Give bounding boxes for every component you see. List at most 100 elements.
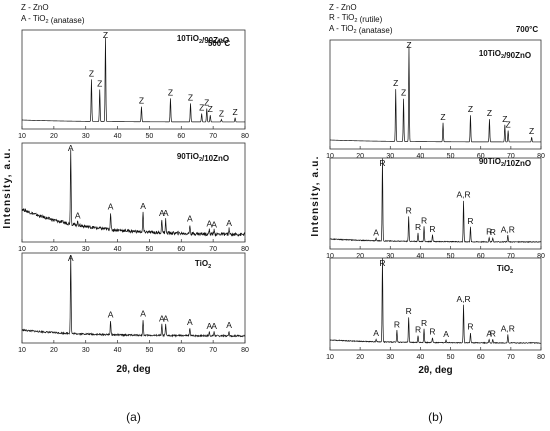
- left-panel-3-tick-label-10: 10: [18, 347, 26, 354]
- left-series-3-peak-label-8: A: [211, 321, 217, 331]
- right-series-1-peak-label-8: Z: [506, 120, 511, 130]
- right-series-3-peak-label-1: A: [373, 328, 379, 338]
- left-series-2-peak-label-2: A: [75, 210, 81, 220]
- right-series-2-peak-label-7: A,R: [456, 190, 470, 200]
- right-series-3-peak-label-2: R: [379, 258, 385, 268]
- right-panel-2-frame: [329, 157, 542, 250]
- left-series-3-peak-label-9: A: [226, 320, 232, 330]
- right-series-1-line: [329, 46, 541, 143]
- right-series-3-peak-label-13: A,R: [501, 323, 515, 333]
- right-panel-1-tick-label-10: 10: [326, 153, 334, 160]
- right-panel-3-tick-label-80: 80: [537, 354, 545, 361]
- right-panel-3-tick-label-20: 20: [356, 354, 364, 361]
- left-panel-3-tick-label-60: 60: [177, 347, 185, 354]
- left-series-2-peak-label-10: A: [226, 218, 232, 228]
- left-panel-2-tick-label-30: 30: [82, 246, 90, 253]
- right-panel-1-tick-label-20: 20: [356, 153, 364, 160]
- left-series-3-peak-label-6: A: [187, 317, 193, 327]
- right-series-3-peak-label-7: R: [429, 327, 435, 337]
- right-panel-3-tick-label-40: 40: [417, 354, 425, 361]
- right-series-3-peak-label-9: A,R: [456, 294, 470, 304]
- right-series-1-peak-label-6: Z: [487, 108, 492, 118]
- right-series-2-peak-label-5: R: [421, 216, 427, 226]
- right-panel-3-tick-label-60: 60: [477, 354, 485, 361]
- right-series-1-peak-label-7: Z: [502, 114, 507, 124]
- left-caption: (a): [126, 410, 141, 424]
- left-panel-3-tick-label-20: 20: [50, 347, 58, 354]
- left-panel-2-tick-label-60: 60: [177, 246, 185, 253]
- right-panel-2-tick-label-80: 80: [537, 253, 545, 260]
- right-legend-entry-3: A - TiO2 (anatase): [329, 24, 393, 35]
- right-series-2-line: [329, 158, 542, 243]
- left-legend-entry-1: Z - ZnO: [21, 3, 49, 12]
- right-panel-1-tick-label-30: 30: [386, 153, 394, 160]
- right-panel-2-tick-label-60: 60: [477, 253, 485, 260]
- left-series-1-peak-label-4: Z: [139, 96, 144, 106]
- left-series-2-peak-label-1: A: [68, 143, 74, 153]
- left-panel-1-tick-label-50: 50: [146, 133, 154, 140]
- left-series-2-peak-label-5: A: [159, 208, 165, 218]
- right-series-2-peak-label-11: A,R: [501, 224, 515, 234]
- left-series-1-peak-label-9: Z: [208, 104, 213, 114]
- right-series-3-peak-label-6: R: [421, 318, 427, 328]
- right-series-2-peak-label-9: R: [486, 227, 492, 237]
- right-panel-2-tick-label-50: 50: [447, 253, 455, 260]
- left-series-1-peak-label-1: Z: [89, 68, 94, 78]
- right-series-2-peak-label-3: R: [406, 206, 412, 216]
- left-series-3-peak-label-5: A: [163, 314, 169, 324]
- right-series-3-peak-label-5: R: [415, 325, 421, 335]
- right-series-1-peak-label-9: Z: [529, 126, 534, 136]
- right-series-1-peak-label-2: Z: [401, 88, 406, 98]
- left-panel-2-tick-label-10: 10: [18, 246, 26, 253]
- left-series-3-peak-label-4: A: [159, 314, 165, 324]
- right-panel-2-tick-label-30: 30: [386, 253, 394, 260]
- right-caption: (b): [428, 410, 443, 424]
- right-series-3-name: TiO2: [497, 264, 513, 275]
- left-series-1-name: 10TiO2/90ZnO: [177, 34, 229, 45]
- right-panel-2-tick-label-10: 10: [326, 253, 334, 260]
- left-panel-3-tick-label-30: 30: [82, 347, 90, 354]
- left-series-1-peak-label-6: Z: [188, 92, 193, 102]
- left-panel-2-tick-label-80: 80: [241, 246, 249, 253]
- right-panel-3-tick-label-70: 70: [507, 354, 515, 361]
- left-panel-2-tick-label-20: 20: [50, 246, 58, 253]
- left-series-3-peak-label-3: A: [140, 309, 146, 319]
- left-series-1-peak-label-2: Z: [97, 79, 102, 89]
- left-series-1-line: [21, 37, 245, 123]
- right-series-1-name: 10TiO2/90ZnO: [479, 49, 531, 60]
- left-legend-entry-2: A - TiO2 (anatase): [21, 14, 85, 25]
- right-panel-1-tick-label-60: 60: [477, 153, 485, 160]
- right-y-axis-label: Intensity, a.u.: [310, 155, 321, 236]
- left-series-2-peak-label-8: A: [206, 218, 212, 228]
- left-panel-1-tick-label-20: 20: [50, 133, 58, 140]
- right-panel-2-tick-label-70: 70: [507, 253, 515, 260]
- right-series-2-peak-label-1: A: [373, 227, 379, 237]
- left-panel-1-tick-label-70: 70: [209, 133, 217, 140]
- left-panel-3-tick-label-70: 70: [209, 347, 217, 354]
- right-series-3-peak-label-8: A: [443, 329, 449, 339]
- left-series-1-peak-label-8: Z: [204, 97, 209, 107]
- left-series-2-name: 90TiO2/10ZnO: [177, 152, 229, 163]
- right-series-3-peak-label-3: R: [394, 319, 400, 329]
- left-series-2-peak-label-3: A: [108, 202, 114, 212]
- right-legend-entry-1: Z - ZnO: [329, 3, 357, 12]
- right-panel-3-tick-label-30: 30: [386, 354, 394, 361]
- left-panel-1-tick-label-30: 30: [82, 133, 90, 140]
- left-series-1-peak-label-3: Z: [103, 30, 108, 40]
- left-series-2-line: [21, 149, 246, 237]
- right-series-2-peak-label-8: R: [467, 216, 473, 226]
- left-series-1-peak-label-11: Z: [233, 107, 238, 117]
- right-panel-1-tick-label-50: 50: [447, 153, 455, 160]
- right-panel-1-tick-label-40: 40: [417, 153, 425, 160]
- left-panel-1-tick-label-60: 60: [177, 133, 185, 140]
- right-panel-3-tick-label-50: 50: [447, 354, 455, 361]
- left-panel-2-frame: [21, 142, 246, 243]
- right-series-3-peak-label-10: R: [467, 322, 473, 332]
- right-series-1-peak-label-3: Z: [406, 40, 411, 50]
- left-series-2-peak-label-6: A: [163, 208, 169, 218]
- right-panel-1-tick-label-80: 80: [537, 153, 545, 160]
- left-series-2-peak-label-4: A: [140, 201, 146, 211]
- left-panel-1-frame: [21, 29, 246, 130]
- left-series-3-peak-label-7: A: [206, 321, 212, 331]
